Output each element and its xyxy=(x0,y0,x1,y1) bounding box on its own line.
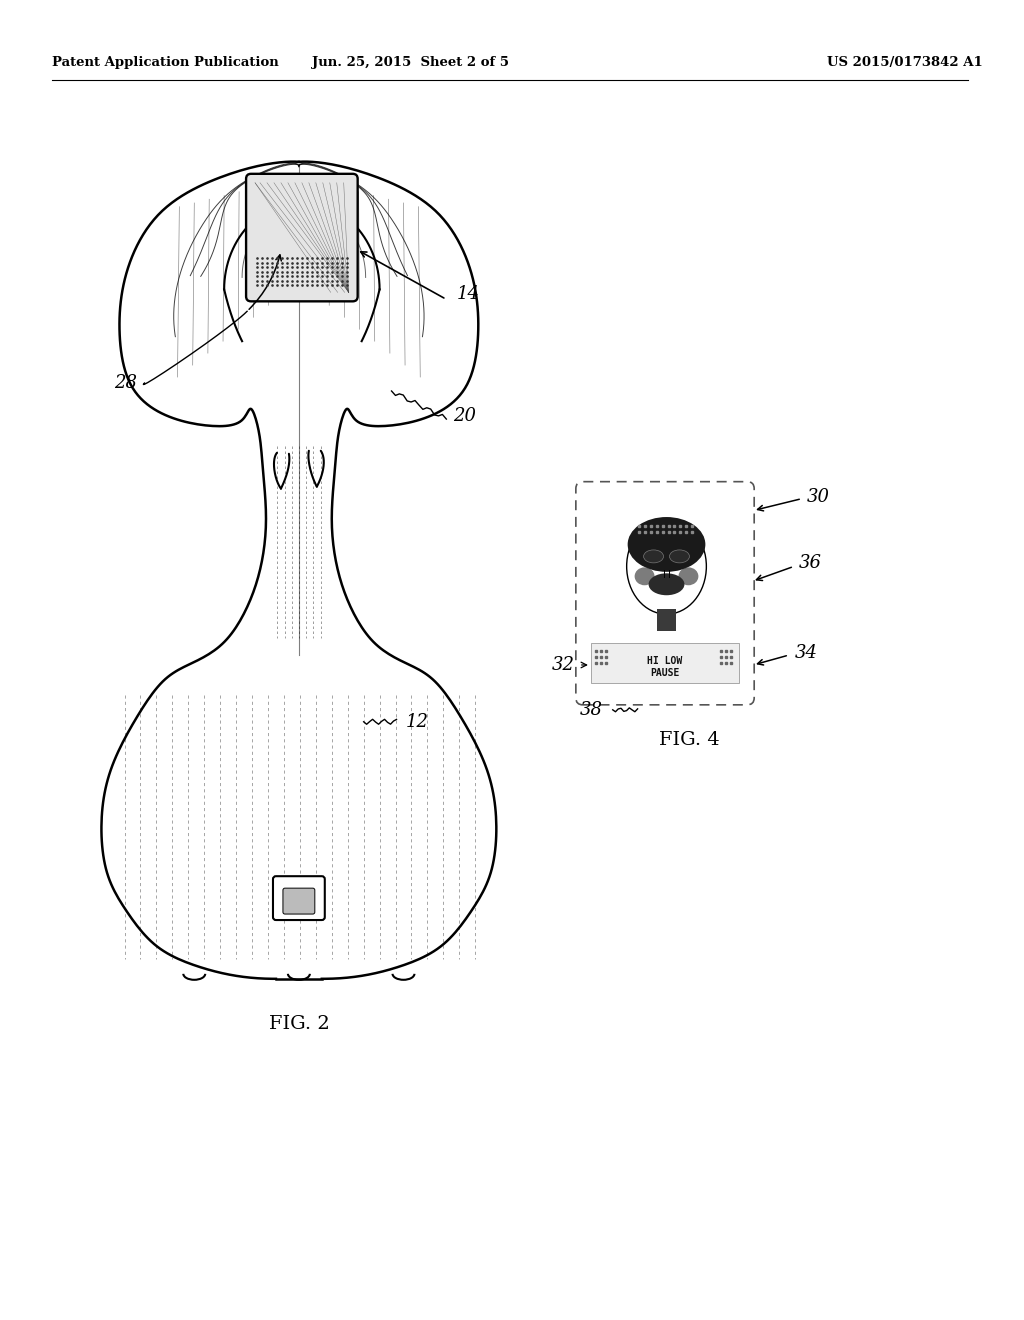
Text: 28: 28 xyxy=(115,374,137,392)
Ellipse shape xyxy=(648,573,684,595)
Ellipse shape xyxy=(679,568,698,585)
FancyBboxPatch shape xyxy=(246,174,357,301)
Text: HI LOW: HI LOW xyxy=(647,656,682,667)
Text: 36: 36 xyxy=(799,554,822,573)
Ellipse shape xyxy=(627,519,707,614)
Text: FIG. 4: FIG. 4 xyxy=(659,731,720,748)
Text: 14: 14 xyxy=(457,285,479,304)
FancyBboxPatch shape xyxy=(273,876,325,920)
Text: 20: 20 xyxy=(454,407,476,425)
Ellipse shape xyxy=(670,550,689,562)
Text: Patent Application Publication: Patent Application Publication xyxy=(52,55,279,69)
Bar xyxy=(656,610,677,631)
Text: US 2015/0173842 A1: US 2015/0173842 A1 xyxy=(827,55,983,69)
Ellipse shape xyxy=(644,550,664,562)
Bar xyxy=(591,643,739,682)
Text: 32: 32 xyxy=(552,656,574,675)
Text: 12: 12 xyxy=(406,713,428,731)
Ellipse shape xyxy=(635,568,654,585)
Text: PAUSE: PAUSE xyxy=(650,668,679,678)
Text: 30: 30 xyxy=(807,487,830,506)
Text: Jun. 25, 2015  Sheet 2 of 5: Jun. 25, 2015 Sheet 2 of 5 xyxy=(312,55,509,69)
Text: FIG. 2: FIG. 2 xyxy=(268,1015,330,1032)
FancyBboxPatch shape xyxy=(575,482,755,705)
Ellipse shape xyxy=(628,517,706,572)
FancyBboxPatch shape xyxy=(283,888,314,913)
Text: 34: 34 xyxy=(795,644,818,663)
Text: 38: 38 xyxy=(580,701,603,719)
